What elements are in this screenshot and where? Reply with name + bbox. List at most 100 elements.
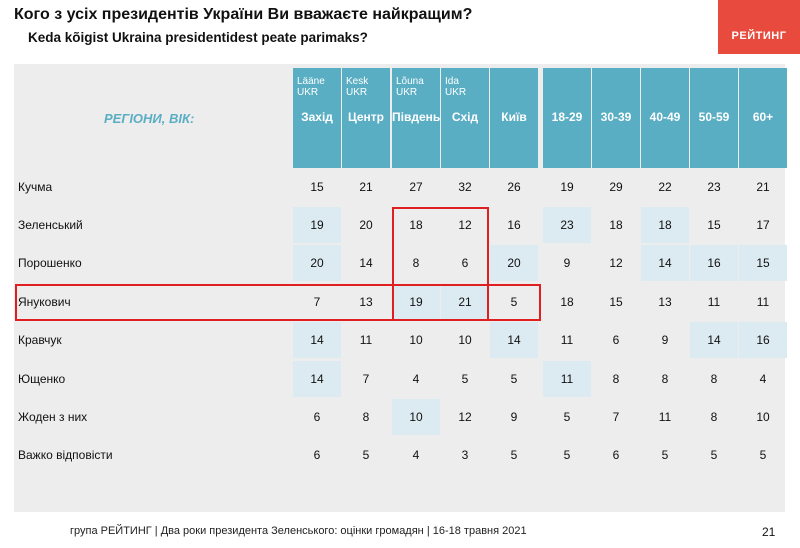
column-header-8: 50-59 [690,68,738,168]
table-cell: 7 [362,372,370,386]
table-cell: 5 [661,448,669,462]
table-cell: 10 [392,399,440,435]
table-cell: 19 [293,207,341,243]
column-header-1: Kesk UKR Центр [342,68,390,168]
table-cell: 5 [563,448,571,462]
row-label: Важко відповісти [18,448,113,462]
column-header-sublabel: Lõuna UKR [396,76,424,98]
table-cell: 14 [293,361,341,397]
table-cell: 6 [313,448,321,462]
table-cell: 8 [710,372,718,386]
table-cell: 8 [710,410,718,424]
table-cell: 12 [609,256,623,270]
table-cell: 5 [563,410,571,424]
table-cell: 14 [641,245,689,281]
table-cell: 6 [612,333,620,347]
table-cell: 11 [359,333,373,347]
column-header-label: 50-59 [698,110,730,124]
table-cell: 27 [409,180,423,194]
row-label: Порошенко [18,256,82,270]
table-cell: 13 [359,295,373,309]
table-cell: 16 [507,218,521,232]
row-label: Кучма [18,180,53,194]
table-cell: 5 [461,372,469,386]
column-header-label: 40-49 [649,110,681,124]
table-cell: 14 [690,322,738,358]
column-header-5: 18-29 [543,68,591,168]
table-cell: 5 [759,448,767,462]
table-cell: 26 [507,180,521,194]
brand-logo: РЕЙТИНГ [718,0,800,54]
table-cell: 23 [707,180,721,194]
table-cell: 6 [461,256,469,270]
table-cell: 4 [412,372,420,386]
table-cell: 10 [458,333,472,347]
table-cell: 16 [739,322,787,358]
page-subtitle: Keda kõigist Ukraina presidentidest peat… [28,30,368,45]
table-cell: 5 [510,448,518,462]
column-header-label: Захід [301,110,333,124]
table-cell: 14 [359,256,373,270]
table-cell: 15 [609,295,623,309]
column-header-sublabel: Kesk UKR [346,76,369,98]
table-cell: 14 [293,322,341,358]
row-label: Жоден з них [18,410,88,424]
column-header-label: 18-29 [551,110,583,124]
table-cell: 18 [560,295,574,309]
table-cell: 8 [612,372,620,386]
page-title: Кого з усіх президентів України Ви вважа… [14,6,473,23]
row-label: Янукович [18,295,71,309]
footer-text: група РЕЙТИНГ | Два роки президента Зеле… [70,525,527,537]
table-cell: 19 [560,180,574,194]
table-cell: 9 [661,333,669,347]
table-cell: 21 [756,180,770,194]
table-cell: 9 [563,256,571,270]
table-cell: 11 [543,361,591,397]
row-label: Ющенко [18,372,66,386]
table-cell: 22 [658,180,672,194]
table-cell: 19 [392,284,440,320]
table-cell: 11 [560,333,574,347]
column-header-label: Південь [392,110,441,124]
table-cell: 8 [362,410,370,424]
red-marker-box-yanukovych [15,284,541,321]
region-label: РЕГІОНИ, ВІК: [104,111,195,126]
table-cell: 23 [543,207,591,243]
table-cell: 3 [461,448,469,462]
table-cell: 6 [612,448,620,462]
column-header-3: Ida UKR Схід [441,68,489,168]
column-header-0: Lääne UKR Захід [293,68,341,168]
column-header-9: 60+ [739,68,787,168]
table-cell: 20 [359,218,373,232]
row-label: Кравчук [18,333,62,347]
row-label: Зеленський [18,218,83,232]
table-cell: 18 [409,218,423,232]
table-cell: 9 [510,410,518,424]
column-header-6: 30-39 [592,68,640,168]
table-cell: 20 [293,245,341,281]
column-header-label: Схід [451,110,479,124]
table-cell: 5 [362,448,370,462]
table-cell: 6 [313,410,321,424]
table-cell: 11 [658,410,672,424]
table-cell: 5 [510,295,518,309]
table-cell: 15 [707,218,721,232]
table-cell: 12 [458,218,472,232]
table-cell: 5 [710,448,718,462]
table-cell: 11 [707,295,721,309]
table-cell: 10 [756,410,770,424]
table-cell: 18 [609,218,623,232]
table-cell: 32 [458,180,472,194]
column-header-label: 30-39 [600,110,632,124]
table-cell: 21 [359,180,373,194]
table-cell: 15 [310,180,324,194]
table-cell: 16 [690,245,738,281]
table-cell: 18 [641,207,689,243]
table-cell: 10 [409,333,423,347]
table-cell: 8 [412,256,420,270]
table-cell: 17 [756,218,770,232]
column-header-sublabel: Ida UKR [445,76,467,98]
column-header-2: Lõuna UKR Південь [392,68,440,168]
table-cell: 4 [759,372,767,386]
table-cell: 12 [458,410,472,424]
